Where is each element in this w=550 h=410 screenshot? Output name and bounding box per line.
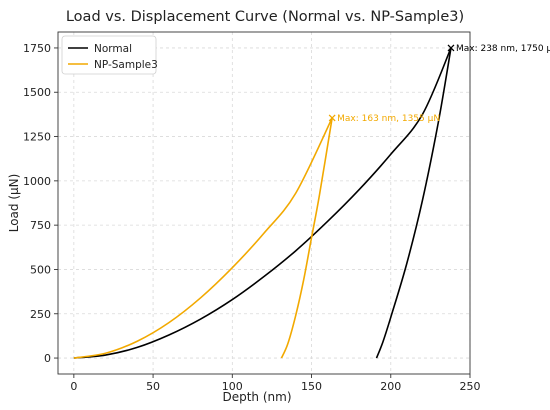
axis-ticks: 0 50 100 150 200 250 0 250 500 750 1000 1250 1500 175… xyxy=(23,42,481,393)
y-tick-label: 1500 xyxy=(23,86,51,99)
y-tick-label: 1000 xyxy=(23,175,51,188)
legend-label-normal: Normal xyxy=(94,43,132,55)
x-tick-label: 150 xyxy=(301,380,322,393)
max-marker-np-sample3 xyxy=(328,114,336,122)
series-line-np-sample3-loading xyxy=(73,117,333,359)
max-annotation-normal: Max: 238 nm, 1750 µN xyxy=(456,44,550,54)
x-tick-label: 50 xyxy=(146,380,160,393)
y-tick-label: 1750 xyxy=(23,42,51,55)
x-tick-label: 0 xyxy=(70,380,77,393)
x-tick-label: 100 xyxy=(222,380,243,393)
x-tick-label: 200 xyxy=(380,380,401,393)
series-line-np-sample3-unloading xyxy=(280,117,333,359)
y-tick-label: 500 xyxy=(30,263,51,276)
y-tick-label: 0 xyxy=(44,352,51,365)
y-tick-label: 1250 xyxy=(23,131,51,144)
plot-frame xyxy=(57,31,471,375)
max-annotation-np-sample3: Max: 163 nm, 1355 µN xyxy=(337,114,440,124)
chart-title: Load vs. Displacement Curve (Normal vs. … xyxy=(66,9,464,25)
max-marker-normal xyxy=(447,44,455,52)
grid-lines xyxy=(58,32,471,374)
series-line-normal-unloading xyxy=(375,47,452,359)
legend-label-np-sample3: NP-Sample3 xyxy=(94,59,158,71)
y-tick-label: 750 xyxy=(30,219,51,232)
series-layer: Max: 238 nm, 1750 µN Max: 163 nm, 1355 µN xyxy=(73,44,550,359)
legend: Normal NP-Sample3 xyxy=(61,35,158,75)
x-tick-label: 250 xyxy=(460,380,481,393)
x-axis-label: Depth (nm) xyxy=(222,390,291,404)
series-line-normal-loading xyxy=(73,47,452,359)
y-axis-label: Load (µN) xyxy=(7,174,21,233)
y-tick-label: 250 xyxy=(30,308,51,321)
